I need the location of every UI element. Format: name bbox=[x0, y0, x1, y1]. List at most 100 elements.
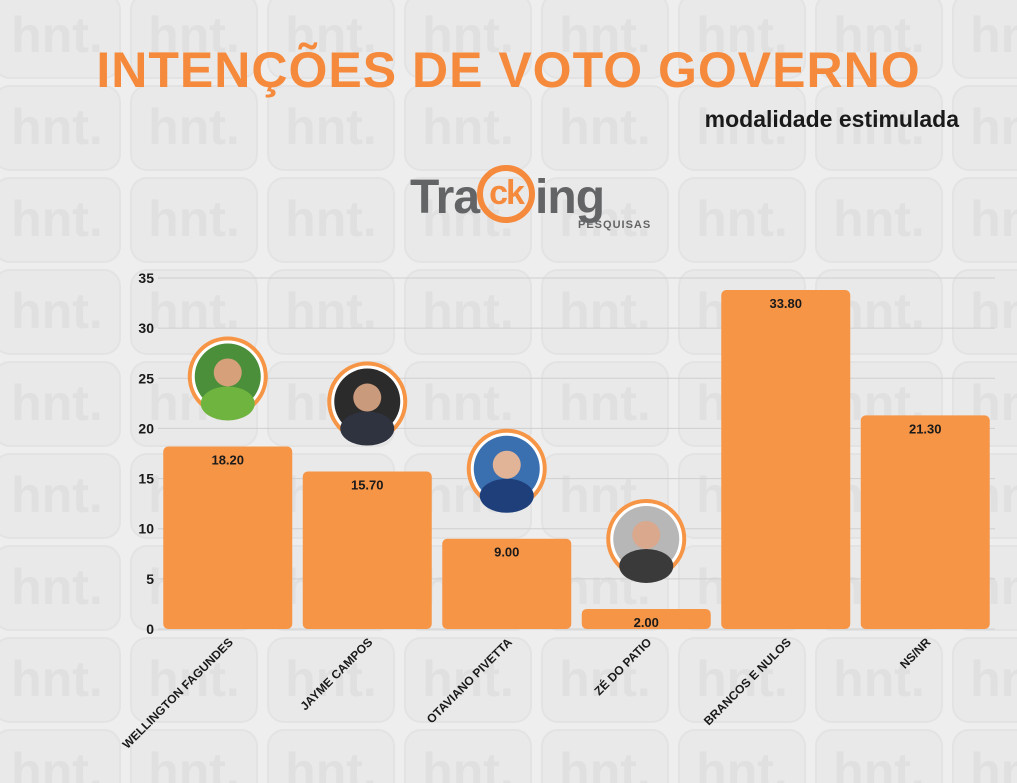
watermark-text: hnt. bbox=[559, 283, 651, 339]
watermark-tile-bg bbox=[267, 269, 395, 355]
watermark-tile-bg bbox=[541, 0, 669, 79]
x-tick-label: NS/NR bbox=[897, 635, 934, 672]
bar bbox=[302, 471, 432, 629]
bar bbox=[442, 538, 572, 629]
y-tick-label: 0 bbox=[146, 621, 154, 637]
watermark-tile: hnt. bbox=[0, 0, 121, 79]
watermark-tile-bg bbox=[678, 637, 806, 723]
watermark-text: hnt. bbox=[148, 743, 240, 783]
watermark-tile: hnt. bbox=[952, 177, 1017, 263]
watermark-tile-bg bbox=[130, 729, 258, 783]
watermark-tile: hnt. bbox=[541, 729, 669, 783]
watermark-tile-bg bbox=[678, 729, 806, 783]
watermark-tile-bg bbox=[267, 177, 395, 263]
watermark-tile-bg bbox=[130, 0, 258, 79]
watermark-text: hnt. bbox=[285, 651, 377, 707]
x-tick-label: WELLINGTON FAGUNDES bbox=[120, 635, 236, 751]
watermark-tile-bg bbox=[815, 177, 943, 263]
photo-head-icon bbox=[632, 520, 661, 549]
watermark-tile-bg bbox=[541, 85, 669, 171]
watermark-text: hnt. bbox=[833, 99, 925, 155]
tracking-logo: Tra ck ing PESQUISAS bbox=[400, 158, 680, 248]
watermark-text: hnt. bbox=[422, 743, 514, 783]
watermark-tile-bg bbox=[130, 269, 258, 355]
watermark-tile: hnt. bbox=[0, 177, 121, 263]
watermark-text: hnt. bbox=[148, 651, 240, 707]
watermark-text: hnt. bbox=[970, 283, 1017, 339]
y-tick-label: 15 bbox=[138, 471, 154, 487]
watermark-text: hnt. bbox=[696, 7, 788, 63]
watermark-tile-bg bbox=[130, 177, 258, 263]
watermark-text: hnt. bbox=[148, 283, 240, 339]
watermark-tile: hnt. bbox=[130, 0, 258, 79]
y-tick-label: 20 bbox=[138, 420, 154, 436]
watermark-text: hnt. bbox=[148, 191, 240, 247]
watermark-tile-bg bbox=[267, 0, 395, 79]
x-tick-label: ZÉ DO PATIO bbox=[591, 635, 655, 699]
data-label: 21.30 bbox=[909, 421, 942, 436]
watermark-tile: hnt. bbox=[130, 85, 258, 171]
y-tick-label: 25 bbox=[138, 370, 154, 386]
watermark-text: hnt. bbox=[833, 191, 925, 247]
watermark-tile: hnt. bbox=[267, 269, 395, 355]
watermark-tile: hnt. bbox=[815, 85, 943, 171]
watermark-text: hnt. bbox=[970, 743, 1017, 783]
watermark-text: hnt. bbox=[11, 7, 103, 63]
watermark-tile-bg bbox=[0, 361, 121, 447]
watermark-tile: hnt. bbox=[678, 85, 806, 171]
watermark-text: hnt. bbox=[148, 7, 240, 63]
watermark-tile: hnt. bbox=[267, 177, 395, 263]
watermark-tile: hnt. bbox=[952, 729, 1017, 783]
watermark-tile-bg bbox=[678, 85, 806, 171]
watermark-text: hnt. bbox=[970, 7, 1017, 63]
data-label: 15.70 bbox=[351, 478, 384, 493]
logo-wordmark: Tra ck ing bbox=[410, 165, 605, 224]
watermark-tile-bg bbox=[267, 637, 395, 723]
watermark-tile-bg bbox=[952, 0, 1017, 79]
watermark-tile: hnt. bbox=[678, 177, 806, 263]
watermark-tile-bg bbox=[952, 637, 1017, 723]
watermark-tile-bg bbox=[130, 85, 258, 171]
watermark-tile-bg bbox=[404, 0, 532, 79]
watermark-text: hnt. bbox=[285, 99, 377, 155]
watermark-text: hnt. bbox=[422, 651, 514, 707]
watermark-tile-bg bbox=[952, 85, 1017, 171]
watermark-tile: hnt. bbox=[0, 269, 121, 355]
watermark-tile-bg bbox=[0, 453, 121, 539]
watermark-tile: hnt. bbox=[541, 0, 669, 79]
watermark-tile: hnt. bbox=[0, 85, 121, 171]
watermark-tile-bg bbox=[541, 269, 669, 355]
watermark-text: hnt. bbox=[833, 7, 925, 63]
candidate-photo bbox=[466, 428, 547, 513]
watermark-tile-bg bbox=[0, 177, 121, 263]
watermark-tile: hnt. bbox=[0, 637, 121, 723]
watermark-text: hnt. bbox=[285, 283, 377, 339]
watermark-tile: hnt. bbox=[541, 85, 669, 171]
watermark-text: hnt. bbox=[285, 743, 377, 783]
watermark-text: hnt. bbox=[11, 467, 103, 523]
watermark-text: hnt. bbox=[559, 7, 651, 63]
watermark-text: hnt. bbox=[11, 99, 103, 155]
watermark-text: hnt. bbox=[833, 743, 925, 783]
watermark-tile: hnt. bbox=[404, 637, 532, 723]
watermark-text: hnt. bbox=[696, 743, 788, 783]
watermark-text: hnt. bbox=[148, 99, 240, 155]
watermark-tile: hnt. bbox=[541, 177, 669, 263]
watermark-tile: hnt. bbox=[541, 637, 669, 723]
watermark-tile-bg bbox=[815, 729, 943, 783]
photo-shoulders-icon bbox=[479, 478, 534, 513]
logo-text-end: ing bbox=[535, 171, 605, 224]
watermark-tile: hnt. bbox=[267, 0, 395, 79]
candidate-photo bbox=[606, 498, 687, 583]
watermark-tile-bg bbox=[952, 729, 1017, 783]
bar bbox=[860, 415, 990, 629]
watermark-tile-bg bbox=[0, 0, 121, 79]
watermark-tile: hnt. bbox=[0, 453, 121, 539]
watermark-tile: hnt. bbox=[678, 729, 806, 783]
photo-head-icon bbox=[213, 358, 242, 387]
watermark-tile: hnt. bbox=[404, 0, 532, 79]
data-label: 2.00 bbox=[634, 615, 659, 630]
logo-text-start: Tra bbox=[410, 171, 480, 224]
